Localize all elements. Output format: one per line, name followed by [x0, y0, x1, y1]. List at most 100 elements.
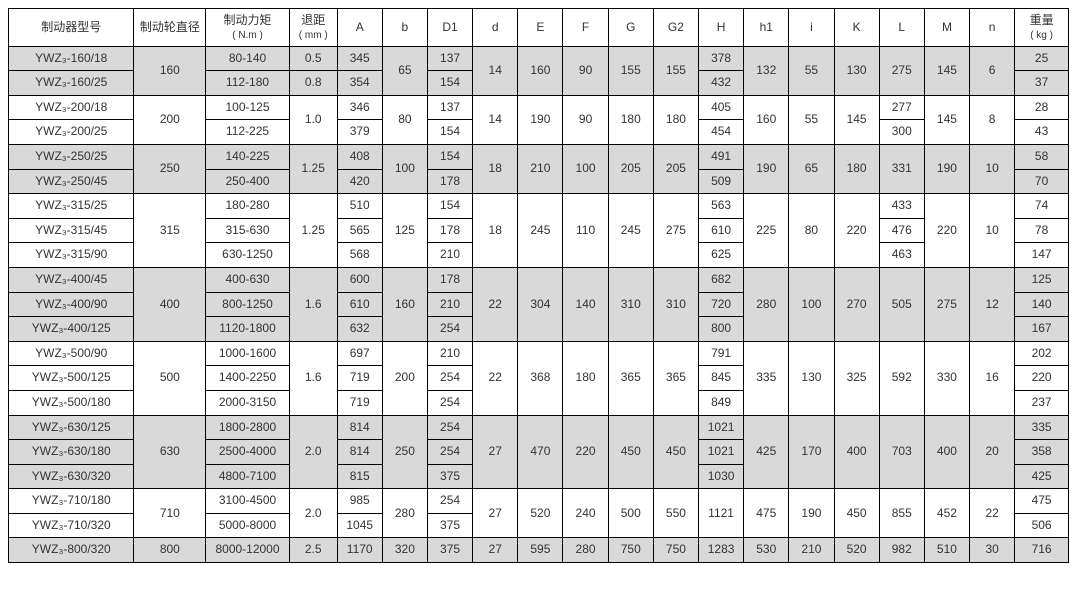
cell-wt: 78	[1015, 218, 1069, 243]
cell-M: 452	[924, 489, 969, 538]
cell-M: 145	[924, 46, 969, 95]
cell-gap: 2.5	[289, 538, 337, 563]
col-i: i	[789, 9, 834, 47]
cell-G2: 550	[653, 489, 698, 538]
cell-model: YWZ₃-800/320	[9, 538, 134, 563]
cell-d: 27	[473, 489, 518, 538]
cell-wt: 28	[1015, 95, 1069, 120]
cell-G: 450	[608, 415, 653, 489]
cell-torq: 1000-1600	[206, 341, 290, 366]
cell-D1: 254	[427, 440, 472, 465]
cell-torq: 100-125	[206, 95, 290, 120]
cell-torq: 112-225	[206, 120, 290, 145]
cell-D1: 178	[427, 218, 472, 243]
cell-A: 719	[337, 366, 382, 391]
cell-E: 520	[518, 489, 563, 538]
col-H: H	[699, 9, 744, 47]
cell-torq: 1400-2250	[206, 366, 290, 391]
cell-D1: 254	[427, 366, 472, 391]
col-E: E	[518, 9, 563, 47]
cell-A: 632	[337, 317, 382, 342]
cell-E: 595	[518, 538, 563, 563]
cell-D1: 178	[427, 267, 472, 292]
table-row: YWZ₃-400/45400400-6301.66001601782230414…	[9, 267, 1069, 292]
cell-b: 160	[382, 267, 427, 341]
cell-G: 310	[608, 267, 653, 341]
cell-i: 100	[789, 267, 834, 341]
cell-K: 145	[834, 95, 879, 144]
cell-M: 510	[924, 538, 969, 563]
cell-H: 432	[699, 71, 744, 96]
cell-D1: 210	[427, 341, 472, 366]
cell-d: 18	[473, 194, 518, 268]
cell-diam: 315	[134, 194, 206, 268]
table-row: YWZ₃-500/905001000-16001.669720021022368…	[9, 341, 1069, 366]
cell-torq: 4800-7100	[206, 464, 290, 489]
cell-torq: 5000-8000	[206, 513, 290, 538]
cell-h1: 160	[744, 95, 789, 144]
cell-torq: 1800-2800	[206, 415, 290, 440]
cell-A: 719	[337, 390, 382, 415]
cell-G: 245	[608, 194, 653, 268]
cell-F: 140	[563, 267, 608, 341]
cell-A: 985	[337, 489, 382, 514]
cell-G2: 750	[653, 538, 698, 563]
col-n: n	[970, 9, 1015, 47]
cell-K: 130	[834, 46, 879, 95]
cell-A: 600	[337, 267, 382, 292]
cell-d: 14	[473, 95, 518, 144]
cell-L: 331	[879, 144, 924, 193]
cell-M: 275	[924, 267, 969, 341]
col-d: d	[473, 9, 518, 47]
cell-M: 400	[924, 415, 969, 489]
cell-D1: 254	[427, 390, 472, 415]
cell-i: 210	[789, 538, 834, 563]
cell-model: YWZ₃-315/90	[9, 243, 134, 268]
cell-wt: 202	[1015, 341, 1069, 366]
cell-i: 130	[789, 341, 834, 415]
cell-E: 190	[518, 95, 563, 144]
cell-diam: 800	[134, 538, 206, 563]
cell-H: 405	[699, 95, 744, 120]
cell-h1: 132	[744, 46, 789, 95]
cell-n: 20	[970, 415, 1015, 489]
cell-A: 379	[337, 120, 382, 145]
table-row: YWZ₃-160/1816080-1400.534565137141609015…	[9, 46, 1069, 71]
cell-h1: 190	[744, 144, 789, 193]
cell-H: 378	[699, 46, 744, 71]
cell-d: 27	[473, 538, 518, 563]
cell-A: 610	[337, 292, 382, 317]
cell-L: 982	[879, 538, 924, 563]
cell-G: 750	[608, 538, 653, 563]
cell-torq: 180-280	[206, 194, 290, 219]
cell-K: 180	[834, 144, 879, 193]
cell-h1: 225	[744, 194, 789, 268]
cell-n: 10	[970, 194, 1015, 268]
cell-G2: 310	[653, 267, 698, 341]
cell-model: YWZ₃-315/25	[9, 194, 134, 219]
cell-model: YWZ₃-400/90	[9, 292, 134, 317]
cell-A: 354	[337, 71, 382, 96]
cell-torq: 400-630	[206, 267, 290, 292]
cell-D1: 210	[427, 292, 472, 317]
table-row: YWZ₃-315/25315180-2801.25510125154182451…	[9, 194, 1069, 219]
col-G2: G2	[653, 9, 698, 47]
cell-F: 180	[563, 341, 608, 415]
cell-A: 565	[337, 218, 382, 243]
col-diam: 制动轮直径	[134, 9, 206, 47]
cell-G2: 365	[653, 341, 698, 415]
col-model: 制动器型号	[9, 9, 134, 47]
cell-D1: 375	[427, 538, 472, 563]
cell-d: 14	[473, 46, 518, 95]
cell-H: 491	[699, 144, 744, 169]
cell-A: 1170	[337, 538, 382, 563]
cell-A: 1045	[337, 513, 382, 538]
cell-torq: 630-1250	[206, 243, 290, 268]
cell-A: 568	[337, 243, 382, 268]
table-row: YWZ₃-800/3208008000-120002.5117032037527…	[9, 538, 1069, 563]
cell-h1: 530	[744, 538, 789, 563]
cell-E: 470	[518, 415, 563, 489]
cell-wt: 58	[1015, 144, 1069, 169]
cell-A: 815	[337, 464, 382, 489]
cell-wt: 140	[1015, 292, 1069, 317]
